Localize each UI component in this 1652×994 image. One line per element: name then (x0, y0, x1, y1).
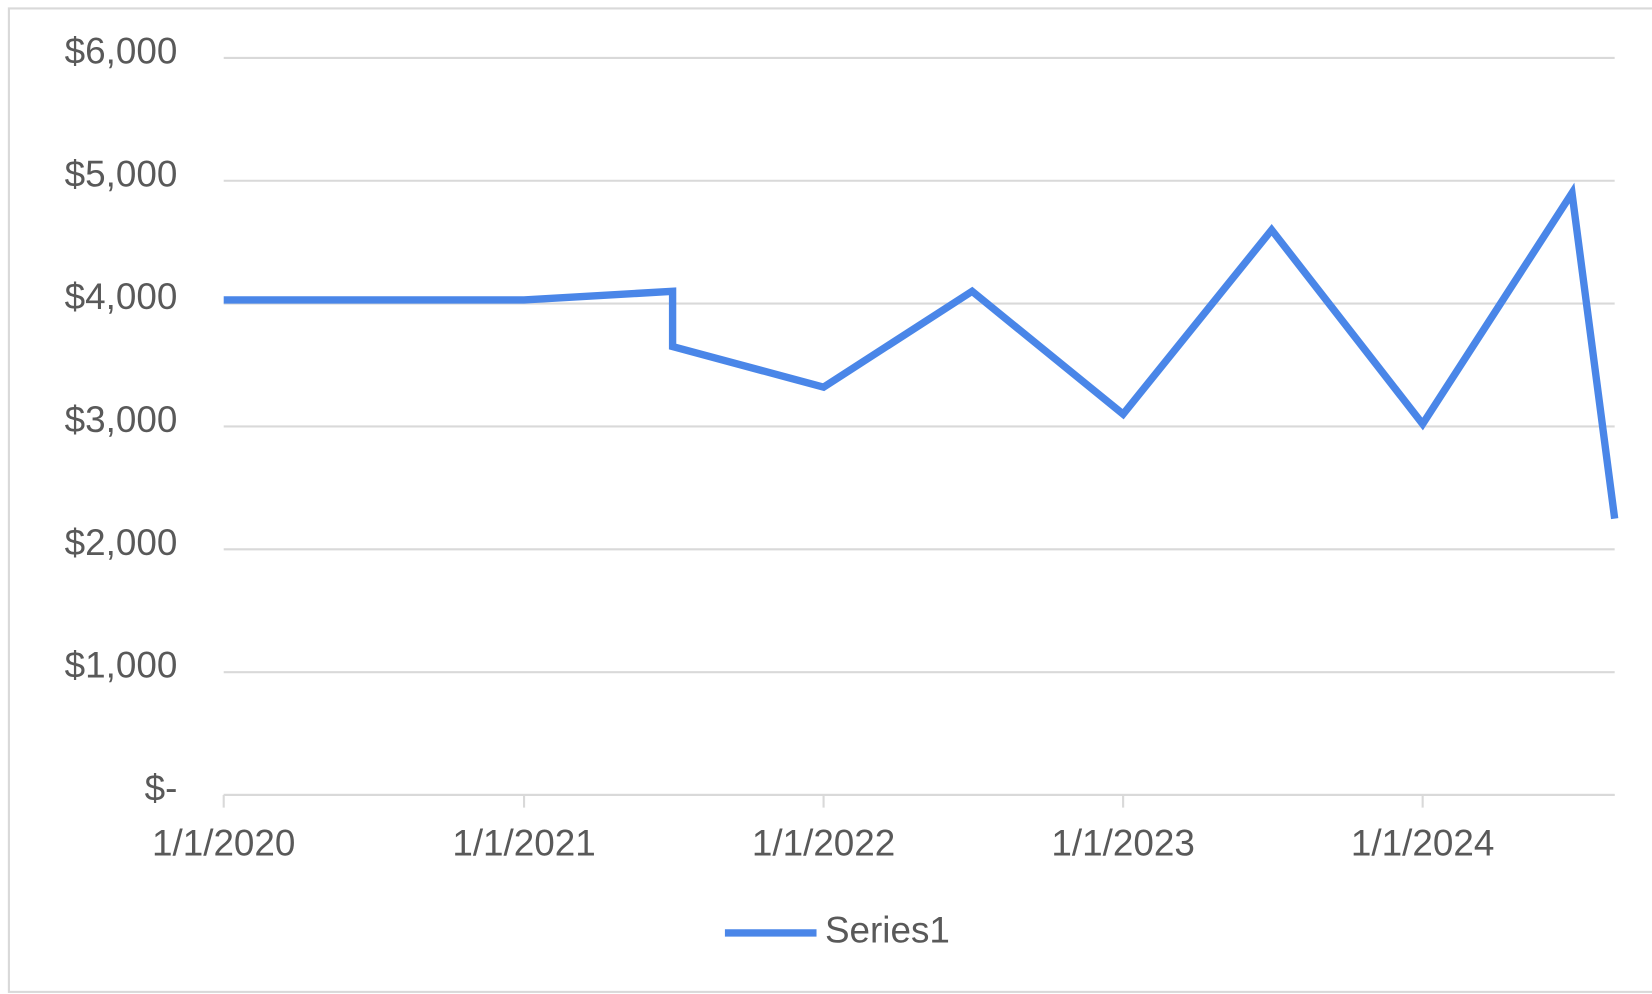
y-tick-label: $6,000 (65, 30, 178, 71)
x-tick-label: 1/1/2022 (752, 822, 895, 863)
legend-label: Series1 (825, 910, 950, 951)
x-tick-label: 1/1/2023 (1051, 822, 1194, 863)
y-tick-label: $5,000 (65, 153, 178, 194)
y-tick-label: $- (145, 768, 178, 809)
y-tick-label: $4,000 (65, 276, 178, 317)
y-tick-label: $3,000 (65, 399, 178, 440)
data-line (223, 182, 1619, 520)
x-tick-label: 1/1/2021 (452, 822, 595, 863)
x-tick-label: 1/1/2020 (152, 822, 295, 863)
chart-border (7, 7, 1652, 993)
x-tick-label: 1/1/2024 (1351, 822, 1494, 863)
y-tick-label: $2,000 (65, 522, 178, 563)
y-tick-label: $1,000 (65, 645, 178, 686)
